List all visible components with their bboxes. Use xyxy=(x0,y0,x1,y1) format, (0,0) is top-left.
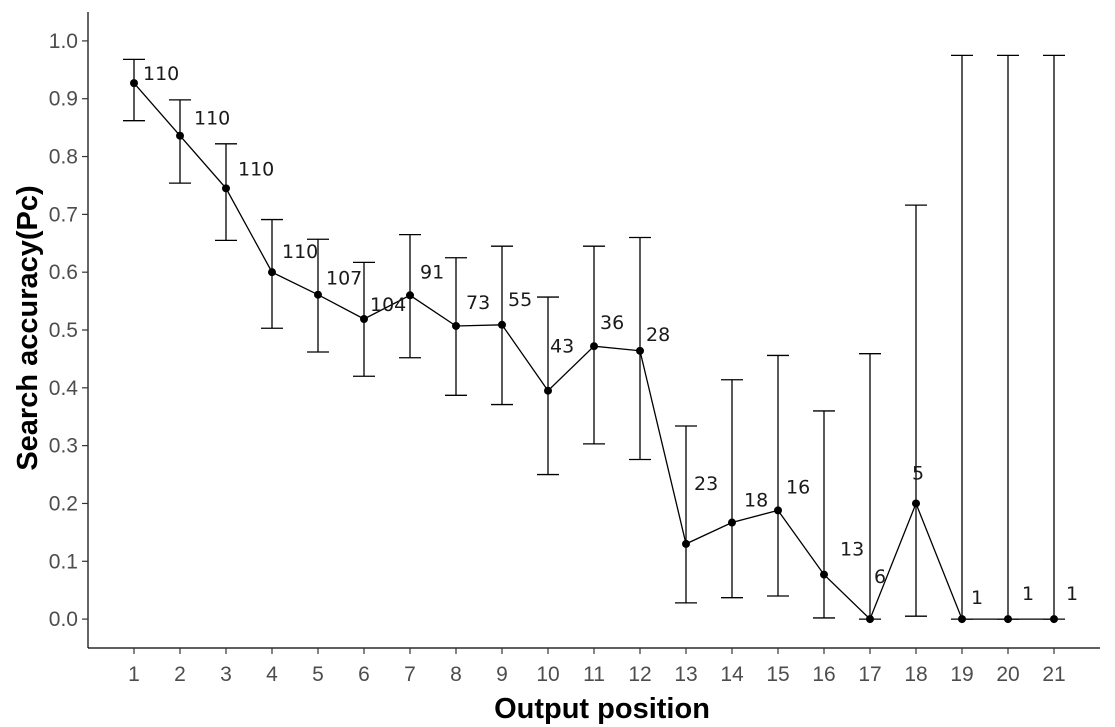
x-tick-label: 4 xyxy=(266,663,278,686)
data-point xyxy=(774,506,782,515)
sample-size-label: 16 xyxy=(786,476,810,498)
sample-size-label: 5 xyxy=(912,462,924,484)
sample-size-label: 23 xyxy=(694,473,718,495)
y-tick-label: 0.2 xyxy=(49,492,78,515)
data-point xyxy=(1004,615,1012,624)
x-tick-label: 19 xyxy=(950,663,973,686)
y-tick-label: 0.0 xyxy=(49,608,78,631)
sample-size-label: 1 xyxy=(1066,583,1078,605)
sample-size-label: 28 xyxy=(646,324,670,346)
data-point xyxy=(360,315,368,324)
data-point xyxy=(406,291,414,300)
x-tick-label: 20 xyxy=(996,663,1019,686)
sample-size-label: 107 xyxy=(326,268,362,290)
data-point xyxy=(314,290,322,299)
sample-size-label: 1 xyxy=(971,587,983,609)
data-point xyxy=(590,342,598,351)
y-tick-label: 0.7 xyxy=(49,203,78,226)
y-tick-label: 0.3 xyxy=(49,435,78,458)
data-point xyxy=(912,499,920,508)
x-tick-label: 13 xyxy=(674,663,697,686)
sample-size-label: 91 xyxy=(420,261,444,283)
data-point xyxy=(958,615,966,624)
axes: 0.00.10.20.30.40.50.60.70.80.91.01 2 3 4 5 6 7… xyxy=(49,12,1100,686)
x-tick-label: 3 xyxy=(220,663,232,686)
sample-size-label: 73 xyxy=(466,292,490,314)
data-point xyxy=(222,184,230,193)
y-tick-label: 1.0 xyxy=(49,30,78,53)
sample-size-label: 104 xyxy=(370,294,406,316)
x-tick-label: 12 xyxy=(628,663,651,686)
sample-size-label: 1 xyxy=(1022,583,1034,605)
data-points xyxy=(130,79,1058,624)
x-axis-title: Output position xyxy=(494,693,710,725)
x-tick-label: 11 xyxy=(583,663,605,686)
data-point xyxy=(866,615,874,624)
data-point xyxy=(268,268,276,277)
y-tick-label: 0.6 xyxy=(49,261,78,284)
data-point xyxy=(636,346,644,355)
x-tick-label: 16 xyxy=(812,663,835,686)
x-tick-label: 7 xyxy=(404,663,416,686)
y-tick-label: 0.1 xyxy=(49,550,78,573)
sample-size-label: 6 xyxy=(874,566,886,588)
x-tick-label: 2 xyxy=(174,663,186,686)
sample-size-label: 18 xyxy=(744,490,768,512)
sample-size-label: 110 xyxy=(238,158,274,180)
x-tick-label: 15 xyxy=(766,663,789,686)
error-bars xyxy=(123,54,1065,620)
sample-size-label: 36 xyxy=(600,312,624,334)
data-point xyxy=(1050,615,1058,624)
sample-size-label: 110 xyxy=(194,108,230,130)
y-tick-label: 0.8 xyxy=(49,146,78,169)
x-tick-label: 21 xyxy=(1042,663,1065,686)
data-point xyxy=(544,386,552,395)
x-tick-label: 18 xyxy=(904,663,927,686)
x-tick-label: 8 xyxy=(450,663,462,686)
x-tick-label: 9 xyxy=(496,663,508,686)
y-tick-label: 0.4 xyxy=(49,377,79,400)
x-tick-label: 1 xyxy=(128,663,140,686)
x-tick-label: 5 xyxy=(312,663,324,686)
y-tick-label: 0.9 xyxy=(49,88,78,111)
sample-size-label: 55 xyxy=(508,289,532,311)
x-tick-label: 10 xyxy=(536,663,559,686)
sample-size-label: 43 xyxy=(550,336,574,358)
sample-size-labels: 110 110 110 110 107 104 91 73 55 43 36 28 23 18 16 13 6 5… xyxy=(143,63,1078,609)
data-point xyxy=(452,321,460,330)
data-point xyxy=(130,79,138,88)
data-point xyxy=(682,539,690,548)
sample-size-label: 110 xyxy=(282,241,318,263)
x-tick-label: 17 xyxy=(858,663,881,686)
sample-size-label: 13 xyxy=(840,539,864,561)
data-point xyxy=(176,131,184,140)
y-axis-title: Search accuracy(Pc) xyxy=(12,185,44,470)
x-tick-label: 6 xyxy=(358,663,370,686)
y-tick-label: 0.5 xyxy=(49,319,78,342)
data-point xyxy=(820,570,828,579)
sample-size-label: 110 xyxy=(143,63,179,85)
x-tick-label: 14 xyxy=(720,663,744,686)
data-point xyxy=(498,320,506,329)
data-point xyxy=(728,518,736,527)
